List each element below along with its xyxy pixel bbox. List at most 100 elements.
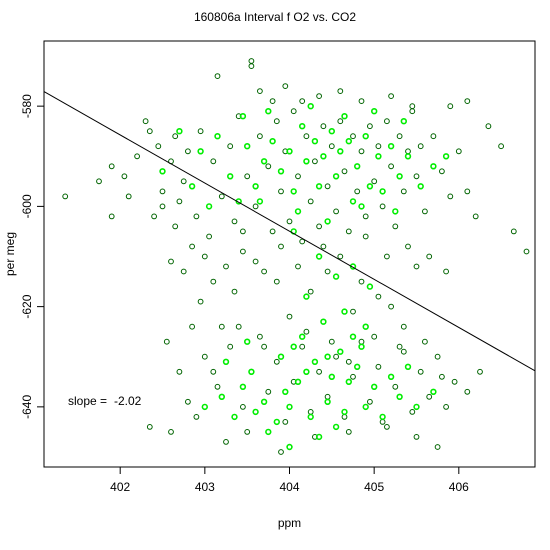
chart-title: 160806a Interval f O2 vs. CO2 [194, 10, 356, 24]
data-point [396, 343, 403, 350]
data-point [362, 403, 369, 411]
data-point [172, 133, 179, 140]
data-point [307, 198, 314, 205]
data-point [269, 228, 276, 235]
data-point [290, 343, 297, 350]
data-point [205, 203, 213, 210]
data-point [180, 268, 187, 275]
data-point [434, 444, 441, 450]
data-point [417, 143, 424, 150]
data-point [252, 183, 259, 190]
data-point [248, 368, 255, 375]
data-point [439, 373, 445, 380]
data-point [375, 293, 382, 300]
data-point [294, 208, 302, 215]
data-point [422, 208, 428, 215]
data-point [214, 73, 221, 79]
data-point [286, 218, 293, 225]
data-point [185, 398, 191, 405]
data-point [523, 248, 530, 255]
y-tick-label: -620 [20, 294, 34, 318]
data-point [405, 148, 411, 155]
data-point [231, 413, 238, 421]
data-point [273, 278, 280, 285]
data-point [159, 168, 166, 175]
data-point [337, 88, 344, 94]
data-point [244, 143, 251, 150]
data-point [404, 153, 412, 160]
data-point [311, 358, 319, 365]
x-axis-label: ppm [278, 516, 301, 530]
data-point [400, 323, 407, 330]
data-point [223, 439, 229, 445]
data-point [472, 213, 479, 220]
data-point [362, 323, 369, 330]
data-point [400, 348, 407, 355]
data-point [379, 419, 386, 425]
slope-annotation: slope = -2.02 [68, 394, 142, 408]
data-point [375, 153, 382, 160]
data-point [447, 193, 454, 200]
data-point [345, 228, 352, 235]
data-point [324, 218, 331, 225]
data-point [426, 393, 433, 400]
data-point [485, 123, 492, 130]
data-point [260, 158, 268, 165]
data-point [332, 423, 340, 431]
data-point [286, 313, 293, 320]
data-point [223, 263, 229, 270]
data-point [282, 388, 289, 395]
data-point [218, 323, 225, 330]
data-points [62, 58, 530, 455]
data-point [142, 118, 149, 125]
slope-label: slope = [68, 394, 107, 408]
data-point [354, 163, 361, 170]
data-point [324, 268, 331, 275]
data-point [358, 343, 365, 350]
data-point [447, 103, 454, 110]
data-point [295, 263, 301, 270]
data-point [371, 178, 378, 185]
data-point [451, 378, 458, 385]
data-point [197, 298, 204, 305]
data-point [328, 143, 335, 150]
data-point [332, 173, 340, 180]
data-point [362, 213, 369, 220]
data-point [210, 368, 217, 375]
data-point [201, 253, 208, 260]
data-point [358, 148, 365, 155]
data-point [273, 118, 280, 125]
data-point [354, 188, 361, 195]
data-point [273, 358, 280, 365]
data-point [303, 368, 310, 375]
data-point [278, 449, 284, 455]
data-point [252, 258, 259, 265]
data-point [235, 323, 242, 330]
data-point [260, 398, 268, 405]
data-point [282, 419, 289, 425]
data-point [510, 228, 517, 235]
data-point [62, 193, 69, 200]
data-point [244, 338, 251, 345]
slope-value: -2.02 [114, 394, 142, 408]
data-point [197, 148, 204, 155]
data-point [312, 158, 318, 165]
data-point [430, 133, 437, 140]
data-point [332, 273, 340, 280]
data-point [180, 178, 187, 185]
data-point [299, 122, 306, 130]
data-point [345, 429, 352, 435]
data-point [384, 253, 390, 260]
data-point [379, 203, 386, 210]
data-point [341, 414, 348, 420]
data-point [252, 203, 259, 210]
data-point [405, 243, 411, 250]
data-point [197, 128, 204, 135]
data-point [134, 153, 141, 160]
data-point [443, 404, 450, 410]
data-point [417, 183, 424, 190]
data-point [303, 158, 310, 165]
x-tick-label: 402 [110, 480, 130, 494]
data-point [413, 173, 420, 180]
data-point [159, 203, 166, 210]
